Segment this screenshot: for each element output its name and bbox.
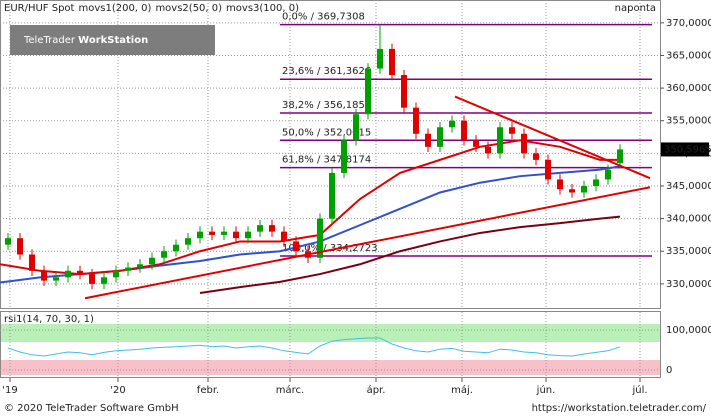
moving-average-line [199,215,621,294]
candle-body [221,231,227,235]
y-tick-label: 360,0000 [666,83,711,94]
candle-body [293,241,299,252]
candle-body [401,75,407,108]
candle-body [113,270,119,278]
candle-body [209,231,215,235]
candle-body [53,277,59,281]
candle-body [557,179,563,190]
candle-body [389,48,395,76]
y-tick-label: 365,0000 [666,50,711,61]
legend-entry: movs1(200, 0) [78,3,151,14]
last-price-box [661,142,709,157]
candle-body [413,107,419,134]
candle-body [41,270,47,281]
logo-product: WorkStation [78,35,148,46]
candle-body [341,140,347,173]
candle-body [461,120,467,141]
fib-label: 0,0% / 369,7308 [282,12,365,23]
candle-body [89,274,95,284]
candle-body [185,238,191,245]
candle-body [617,149,623,164]
candle-body [149,257,155,265]
candle-body [233,231,239,239]
candle-body [257,225,263,232]
candle-body [449,120,455,128]
fib-label: 38,2% / 356,1851 [282,100,371,111]
x-tick-label: márc. [276,384,304,396]
candle-body [605,169,611,180]
x-tick-label: jún. [536,384,556,396]
candle-body [581,185,587,193]
instrument-label: EUR/HUF Spot [4,3,75,14]
candle-body [593,179,599,186]
y-tick-label: 330,0000 [666,279,711,290]
trendline [454,95,651,180]
y-tick-label: 370,0000 [666,18,711,29]
candle-body [29,254,35,271]
candle-body [269,225,275,232]
candle-body [101,277,107,284]
candle-body [77,270,83,275]
footer-left: © 2020 TeleTrader Software GmbH [4,403,179,414]
candle-body [353,114,359,141]
candle-body [125,267,131,271]
y-tick-label: 345,0000 [666,181,711,192]
candle-body [473,140,479,147]
fib-label: 100,0% / 334,2723 [282,243,378,254]
legend-entry: movs2(50, 0) [155,3,222,14]
footer-right: https://workstation.teletrader.com/ [532,403,707,414]
x-tick-label: júl. [631,384,647,396]
trendline [84,186,651,300]
candle-body [497,127,503,154]
x-tick-label: máj. [451,384,473,396]
candle-body [17,238,23,255]
legend-entry: movs3(100, 0) [226,3,299,14]
rsi-tick-label: 0 [666,365,672,376]
candle-body [545,159,551,180]
candle-body [65,270,71,278]
fib-label: 50,0% / 352,0015 [282,127,371,138]
candle-body [5,238,11,245]
candle-body [329,172,335,219]
y-tick-label: 340,0000 [666,214,711,225]
rsi-overbought-band [1,324,660,342]
rsi-line [7,337,621,357]
x-tick-label: '20 [110,385,125,396]
candle-body [437,127,443,147]
x-tick-label: ápr. [367,384,386,396]
interval-label: naponta [615,3,656,14]
y-tick-label: 335,0000 [666,246,711,257]
candle-body [197,231,203,239]
logo-brand: TeleTrader [23,35,76,46]
candle-body [425,133,431,147]
candle-body [137,264,143,268]
fib-label: 23,6% / 361,3626 [282,66,371,77]
candle-body [533,153,539,160]
candle-body [377,48,383,69]
fib-label: 61,8% / 347,8174 [282,155,371,166]
y-tick-label: 355,0000 [666,116,711,127]
rsi-tick-label: 100,0000 [666,325,711,336]
candle-body [161,251,167,258]
rsi-oversold-band [1,360,660,375]
logo-box [10,25,215,55]
candle-body [317,218,323,258]
logo: TeleTrader WorkStation [23,35,148,46]
candle-body [521,133,527,154]
x-tick-label: '19 [2,385,17,396]
candle-body [569,189,575,193]
candle-body [485,146,491,154]
candle-body [281,231,287,242]
last-price-label: 350,5965 [664,144,711,155]
candle-body [509,127,515,134]
rsi-title: rsi1(14, 70, 30, 1) [4,314,94,325]
candle-body [245,231,251,239]
candle-body [365,68,371,115]
candle-body [173,244,179,252]
x-tick-label: febr. [197,385,219,396]
